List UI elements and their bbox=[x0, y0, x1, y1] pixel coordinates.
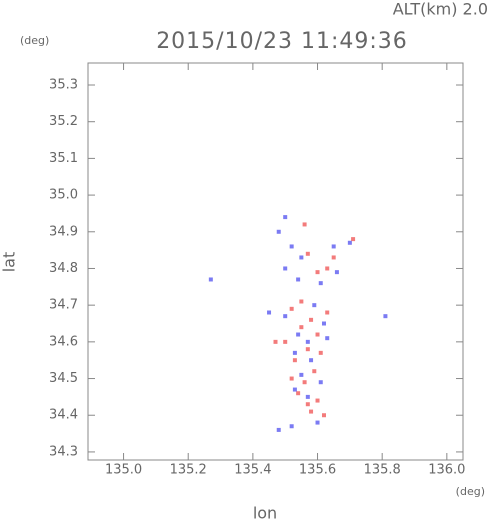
data-point bbox=[309, 317, 314, 322]
y-tick-label: 34.8 bbox=[49, 261, 78, 276]
annotation: ALT(km) 2.0 bbox=[393, 0, 488, 19]
data-point bbox=[325, 266, 330, 271]
data-point bbox=[273, 339, 278, 344]
data-point bbox=[325, 336, 330, 341]
data-point bbox=[302, 380, 307, 385]
data-point bbox=[315, 398, 320, 403]
data-point bbox=[305, 339, 310, 344]
data-point bbox=[334, 270, 339, 275]
data-point bbox=[321, 321, 326, 326]
data-point bbox=[331, 244, 336, 249]
data-point bbox=[325, 310, 330, 315]
x-unit: (deg) bbox=[456, 485, 485, 498]
data-point bbox=[305, 251, 310, 256]
data-point bbox=[318, 350, 323, 355]
data-point bbox=[305, 402, 310, 407]
x-tick-label: 135.4 bbox=[234, 463, 271, 478]
data-point bbox=[292, 358, 297, 363]
x-axis-label: lon bbox=[253, 504, 277, 521]
data-point bbox=[318, 380, 323, 385]
data-point bbox=[208, 277, 213, 282]
data-point bbox=[299, 372, 304, 377]
data-point bbox=[267, 310, 272, 315]
data-point bbox=[283, 215, 288, 220]
data-point bbox=[312, 369, 317, 374]
data-point bbox=[309, 409, 314, 414]
data-point bbox=[351, 237, 356, 242]
data-point bbox=[347, 240, 352, 245]
y-unit: (deg) bbox=[20, 34, 49, 47]
data-point bbox=[276, 229, 281, 234]
y-tick-label: 34.5 bbox=[49, 371, 78, 386]
data-point bbox=[315, 332, 320, 337]
data-point bbox=[276, 427, 281, 432]
data-point bbox=[296, 277, 301, 282]
y-tick-label: 35.0 bbox=[49, 188, 78, 203]
data-point bbox=[305, 347, 310, 352]
data-point bbox=[283, 266, 288, 271]
data-point bbox=[299, 299, 304, 304]
y-tick-label: 35.1 bbox=[49, 151, 78, 166]
y-tick-label: 34.9 bbox=[49, 224, 78, 239]
data-point bbox=[289, 244, 294, 249]
y-axis-label: lat bbox=[0, 252, 19, 273]
x-tick-label: 135.8 bbox=[364, 463, 401, 478]
data-point bbox=[292, 350, 297, 355]
data-point bbox=[318, 281, 323, 286]
data-point bbox=[331, 255, 336, 260]
y-tick-label: 34.4 bbox=[49, 408, 78, 423]
y-tick-label: 34.7 bbox=[49, 298, 78, 313]
data-point bbox=[296, 391, 301, 396]
data-point bbox=[289, 306, 294, 311]
y-tick-label: 35.3 bbox=[49, 78, 78, 93]
x-tick-label: 136.0 bbox=[428, 463, 465, 478]
plot-frame bbox=[87, 62, 464, 461]
data-point bbox=[312, 303, 317, 308]
x-tick-label: 135.6 bbox=[299, 463, 336, 478]
data-point bbox=[309, 358, 314, 363]
y-tick-label: 34.3 bbox=[49, 444, 78, 459]
data-point bbox=[289, 424, 294, 429]
data-point bbox=[283, 339, 288, 344]
data-point bbox=[305, 394, 310, 399]
chart-title: 2015/10/23 11:49:36 bbox=[156, 29, 408, 54]
y-tick-label: 34.6 bbox=[49, 334, 78, 349]
data-point bbox=[296, 332, 301, 337]
data-point bbox=[321, 413, 326, 418]
x-tick-label: 135.2 bbox=[170, 463, 207, 478]
y-tick-label: 35.2 bbox=[49, 114, 78, 129]
data-point bbox=[383, 314, 388, 319]
data-point bbox=[315, 270, 320, 275]
data-point bbox=[302, 222, 307, 227]
x-tick-label: 135.0 bbox=[105, 463, 142, 478]
data-point bbox=[292, 387, 297, 392]
data-point bbox=[299, 325, 304, 330]
data-point bbox=[299, 255, 304, 260]
data-point bbox=[283, 314, 288, 319]
data-point bbox=[289, 376, 294, 381]
data-point bbox=[315, 420, 320, 425]
